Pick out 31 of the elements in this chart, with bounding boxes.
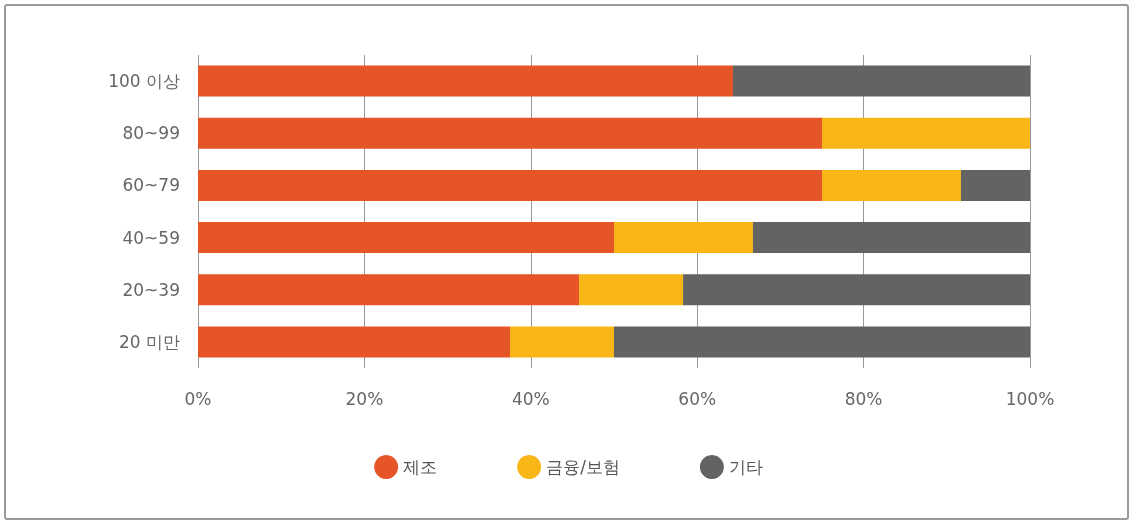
bar [510,326,614,358]
legend-label: 금융/보험 [546,457,620,477]
bar [732,65,1030,97]
bar [614,326,1030,358]
bar [198,326,510,358]
x-tick-label: 0% [184,388,212,409]
bar [822,169,961,201]
bar [198,117,822,149]
y-tick-label: 60~79 [122,175,180,196]
x-tick-label: 80% [844,388,883,409]
bar [960,169,1030,201]
x-tick-label: 60% [678,388,717,409]
bar [198,169,822,201]
bar [198,222,614,254]
legend-label: 기타 [728,457,763,477]
bar [752,222,1030,254]
bar [198,274,580,306]
bar [822,117,1030,149]
x-tick-label: 20% [345,388,384,409]
bar [683,274,1030,306]
bar [614,222,753,254]
y-tick-label: 20 미만 [118,331,180,352]
y-tick-label: 40~59 [122,227,180,248]
x-tick-label: 40% [511,388,550,409]
y-tick-label: 80~99 [122,123,180,144]
y-tick-label: 20~39 [122,279,180,300]
bar [579,274,684,306]
x-tick-label: 100% [1005,388,1055,409]
y-tick-label: 100 이상 [108,71,180,92]
legend-label: 제조 [403,457,438,477]
bar [198,65,733,97]
